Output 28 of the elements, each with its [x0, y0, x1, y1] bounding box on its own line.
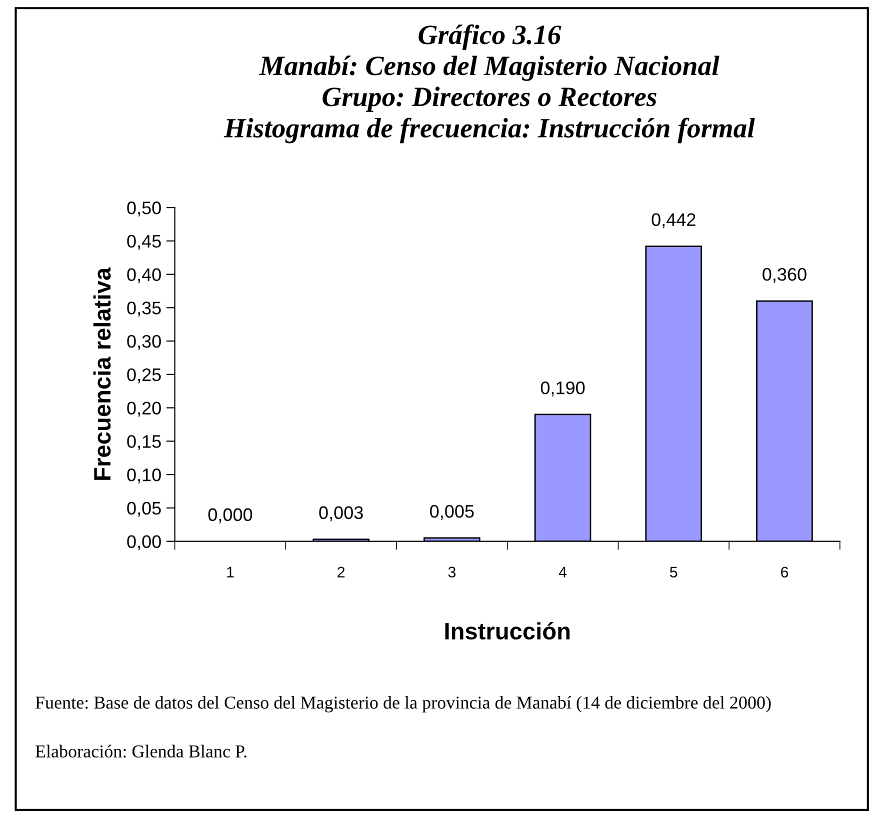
x-tick-label: 6	[781, 566, 788, 578]
x-tick-label: 5	[670, 566, 678, 578]
y-tick-label: 0,15	[127, 435, 161, 450]
y-tick-label: 0,45	[127, 234, 161, 250]
x-tick-label: 4	[558, 566, 567, 578]
y-tick-label: 0,50	[127, 202, 161, 216]
y-tick-label: 0,10	[127, 468, 161, 484]
y-tick-label: 0,20	[127, 402, 161, 417]
x-axis-title: Instrucción	[445, 622, 570, 640]
data-label: 0,442	[652, 213, 696, 228]
y-tick-label: 0,05	[127, 502, 161, 517]
data-label: 0,003	[319, 506, 363, 522]
source-note: Fuente: Base de datos del Censo del Magisterio de la provincia de Manabí (14 de diciembre del 2000)	[35, 696, 771, 712]
y-axis-title: Frecuencia relativa	[93, 267, 111, 480]
y-tick-label: 0,30	[127, 335, 161, 350]
chart-title: Gráfico 3.16 Manabí: Censo del Magisterio Nacional Grupo: Directores o Rectores Histograma de frecuencia: Instrucción formal	[224, 24, 755, 144]
y-tick-label: 0,25	[127, 368, 161, 384]
x-tick-label: 1	[227, 566, 234, 578]
data-label: 0,360	[762, 268, 806, 283]
data-label: 0,190	[540, 381, 585, 396]
x-tick-label: 2	[338, 566, 345, 578]
text: Elaboración: Glenda Blanc P.	[35, 744, 246, 758]
y-tick-label: 0,00	[127, 535, 161, 550]
y-tick-label: 0,40	[127, 268, 161, 284]
data-label: 0,000	[208, 508, 252, 524]
y-tick-label: 0,35	[127, 302, 161, 317]
x-tick-label: 3	[448, 566, 456, 578]
data-label: 0,005	[430, 504, 474, 520]
